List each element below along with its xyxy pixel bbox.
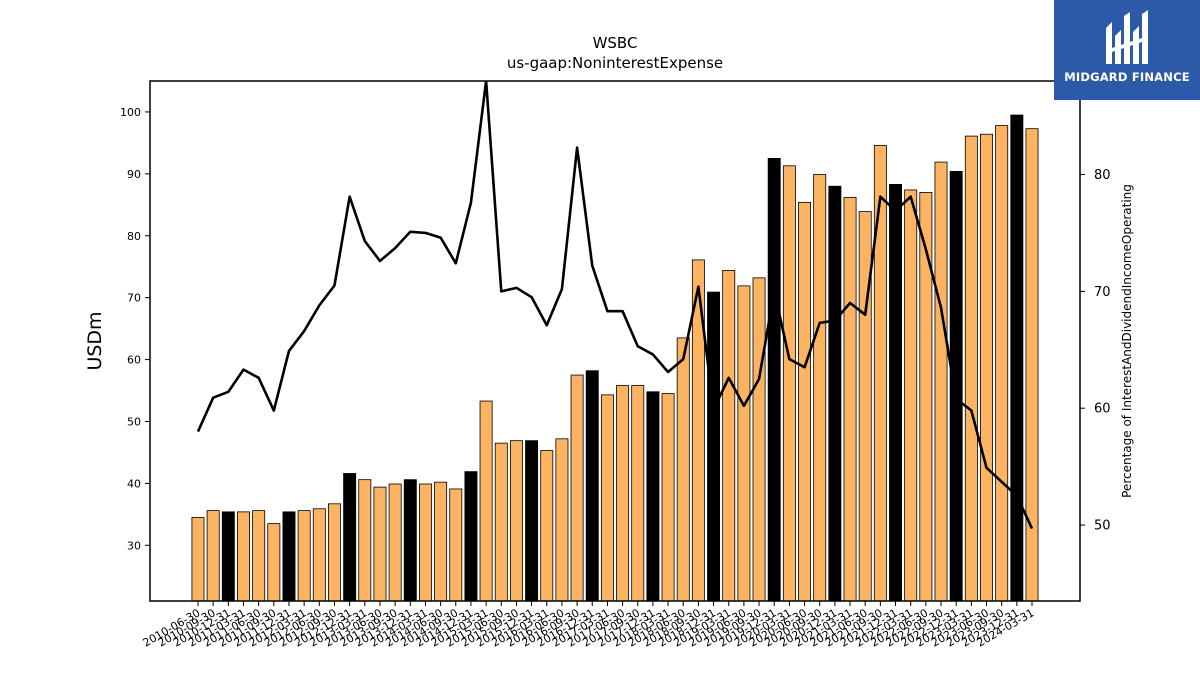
- bar: [1025, 128, 1039, 602]
- chart-title: WSBC: [593, 34, 638, 52]
- y-tick-label: 50: [127, 415, 141, 428]
- bar: [934, 161, 948, 602]
- y2-tick-label: 80: [1094, 168, 1111, 183]
- bar: [388, 483, 402, 602]
- bar: [707, 291, 721, 602]
- y-tick-label: 60: [127, 354, 141, 367]
- bar: [813, 174, 827, 602]
- bar: [873, 144, 887, 602]
- y-tick-label: 40: [127, 477, 141, 490]
- plot-frame: [149, 80, 1081, 602]
- bar: [449, 488, 463, 602]
- bar: [434, 481, 448, 602]
- y-tick-label: 30: [127, 539, 141, 552]
- bar: [494, 442, 508, 602]
- bar: [328, 503, 341, 602]
- bar: [267, 523, 281, 602]
- bar: [585, 370, 599, 602]
- y-tick-label: 90: [127, 168, 141, 181]
- bar: [221, 511, 235, 602]
- bars: [191, 114, 1039, 602]
- y-tick-label: 100: [120, 106, 141, 119]
- bar: [949, 170, 963, 602]
- bar: [631, 385, 645, 602]
- bar: [358, 479, 372, 602]
- bar: [509, 440, 523, 602]
- y-axis: 30 40 50 60 70 80 90 100: [120, 106, 150, 552]
- bar: [479, 400, 493, 602]
- line-layer: [196, 81, 1034, 530]
- bar: [403, 479, 417, 602]
- bar: [798, 201, 812, 602]
- bar: [722, 270, 736, 602]
- bar: [312, 508, 326, 602]
- bar: [600, 394, 614, 602]
- x-axis: 2010-06-302010-09-302010-12-312011-03-31…: [141, 601, 1037, 650]
- bar: [206, 510, 220, 602]
- bar: [252, 510, 266, 602]
- bar: [297, 510, 311, 602]
- bar: [782, 165, 796, 602]
- y2-tick-label: 60: [1094, 402, 1111, 417]
- logo-mark-icon: [1106, 10, 1148, 64]
- y-tick-label: 70: [127, 292, 141, 305]
- bar: [570, 374, 584, 602]
- bar: [904, 189, 918, 602]
- bar: [980, 133, 993, 602]
- bar: [237, 511, 250, 602]
- logo-text: MIDGARD FINANCE: [1064, 70, 1190, 84]
- bar: [661, 393, 675, 602]
- bar: [889, 183, 902, 602]
- bar: [676, 337, 690, 602]
- bar: [858, 211, 872, 602]
- bar: [1010, 114, 1024, 602]
- bar: [373, 486, 387, 602]
- bar: [555, 438, 569, 602]
- bar: [191, 517, 205, 602]
- series-line: [196, 81, 1034, 530]
- bar: [418, 483, 432, 602]
- y2-axis: 50 60 70 80: [1080, 168, 1111, 534]
- bar: [464, 471, 478, 602]
- bar: [767, 157, 781, 602]
- bar: [752, 277, 766, 602]
- chart-subtitle: us-gaap:NoninterestExpense: [507, 54, 723, 72]
- y2-tick-label: 70: [1094, 285, 1111, 300]
- bar: [828, 185, 842, 602]
- bar: [995, 125, 1009, 602]
- bar: [646, 391, 660, 602]
- bar: [525, 440, 539, 602]
- bar: [616, 385, 630, 602]
- y-axis-label: USDm: [84, 311, 106, 370]
- bar: [737, 285, 751, 602]
- bar: [343, 473, 357, 602]
- bar: [540, 450, 554, 602]
- bar: [964, 135, 978, 602]
- y2-axis-label: Percentage of InterestAndDividendIncomeO…: [1120, 184, 1134, 498]
- bar: [282, 511, 296, 602]
- y-tick-label: 80: [127, 230, 141, 243]
- y2-tick-label: 50: [1094, 519, 1111, 534]
- bar: [843, 196, 857, 602]
- brand-logo: MIDGARD FINANCE: [1054, 0, 1200, 100]
